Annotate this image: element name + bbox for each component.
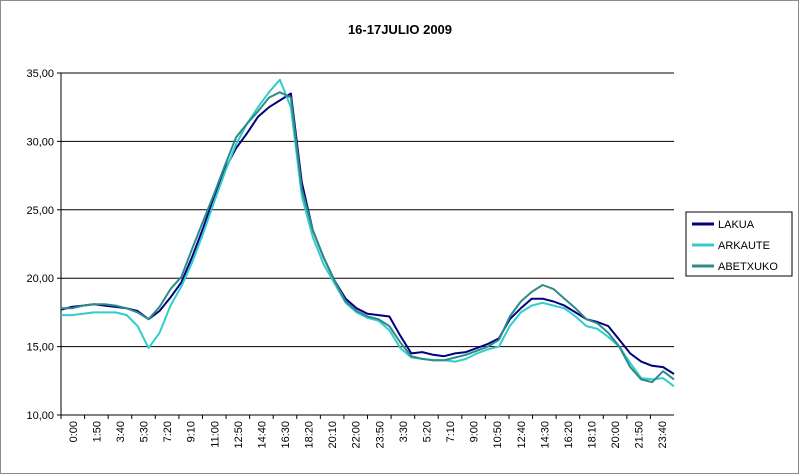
x-tick-label: 5:30 <box>139 421 151 442</box>
series-lines <box>60 78 675 388</box>
x-tick-label: 16:20 <box>563 421 575 449</box>
x-tick-label: 3:30 <box>398 421 410 442</box>
series-line-abetxuko <box>61 91 675 384</box>
x-tick-label: 22:00 <box>351 421 363 449</box>
axes: 10,00 15,00 20,00 25,00 30,00 35,00 0:00 1:50 3:… <box>26 68 674 449</box>
x-tick-label: 23:40 <box>657 421 669 449</box>
x-tick-label: 9:00 <box>469 421 481 442</box>
grid-lines <box>61 72 674 348</box>
y-tick-label: 30,00 <box>26 136 54 148</box>
x-tick-label: 11:00 <box>209 421 221 448</box>
chart-title: 16-17JULIO 2009 <box>348 22 452 37</box>
x-tick-label: 14:30 <box>539 421 551 449</box>
series-line-arkaute <box>61 78 675 388</box>
x-tick-label: 1:50 <box>91 421 103 442</box>
x-tick-label: 21:50 <box>634 421 646 449</box>
x-tick-label: 0:00 <box>68 421 80 442</box>
x-tick-label: 18:20 <box>304 421 316 449</box>
x-tick-label: 23:50 <box>374 421 386 449</box>
legend-label-arkaute: ARKAUTE <box>718 240 770 252</box>
x-tick-label: 12:50 <box>233 421 245 449</box>
x-tick-label: 18:10 <box>586 421 598 449</box>
y-tick-label: 10,00 <box>26 410 54 422</box>
x-tick-label: 16:30 <box>280 421 292 449</box>
y-tick-label: 20,00 <box>26 273 54 285</box>
x-tick-label: 10:50 <box>492 421 504 449</box>
y-tick-label: 35,00 <box>26 68 54 80</box>
x-tick-label: 7:10 <box>445 421 457 442</box>
legend: LAKUA ARKAUTE ABETXUKO <box>685 211 793 277</box>
x-tick-label: 20:00 <box>610 421 622 449</box>
x-tick-label: 9:10 <box>186 421 198 442</box>
x-tick-label: 12:40 <box>516 421 528 449</box>
y-tick-label: 25,00 <box>26 205 54 217</box>
x-tick-label: 5:20 <box>421 421 433 442</box>
x-tick-label: 3:40 <box>115 421 127 442</box>
series-line-lakua <box>60 92 675 375</box>
x-tick-label: 14:40 <box>256 421 268 449</box>
y-tick-label: 15,00 <box>26 342 54 354</box>
x-tick-label: 20:10 <box>327 421 339 449</box>
legend-label-abetxuko: ABETXUKO <box>718 261 778 273</box>
x-tick-label: 7:20 <box>162 421 174 442</box>
legend-label-lakua: LAKUA <box>718 219 755 231</box>
